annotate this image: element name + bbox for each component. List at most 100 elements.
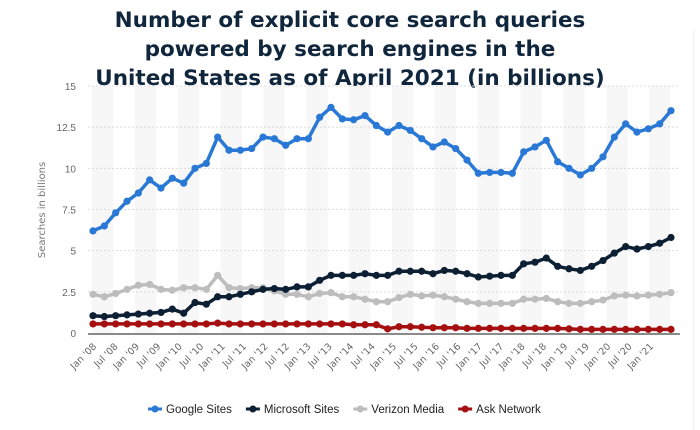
data-point <box>440 324 448 332</box>
legend-label: Google Sites <box>166 404 232 416</box>
data-point <box>542 136 550 144</box>
data-point <box>248 320 256 328</box>
data-point <box>293 290 301 298</box>
data-point <box>293 320 301 328</box>
data-point <box>100 320 108 328</box>
data-point <box>384 298 392 306</box>
data-point <box>440 138 448 146</box>
data-point <box>588 164 596 172</box>
data-point <box>350 321 358 329</box>
data-point <box>338 115 346 123</box>
x-tick-label: Jan '08 <box>68 341 99 372</box>
data-point <box>282 290 290 298</box>
data-point <box>508 271 516 279</box>
data-point <box>463 156 471 164</box>
data-point <box>89 312 97 320</box>
data-point <box>282 320 290 328</box>
data-point <box>622 242 630 251</box>
data-point <box>112 209 120 217</box>
data-point <box>429 270 437 278</box>
data-point <box>418 323 426 331</box>
data-point <box>610 249 618 257</box>
data-point <box>452 267 460 275</box>
data-point <box>622 325 630 333</box>
data-point <box>134 281 142 289</box>
data-point <box>633 245 641 253</box>
data-point <box>554 158 562 166</box>
data-point <box>542 294 550 303</box>
data-point <box>304 293 312 301</box>
data-point <box>531 295 539 303</box>
data-point <box>395 267 403 275</box>
data-point <box>225 284 233 292</box>
data-point <box>361 321 369 329</box>
data-point <box>644 125 652 133</box>
data-point <box>350 271 358 279</box>
data-point <box>202 285 210 293</box>
data-point <box>418 135 426 143</box>
data-point <box>588 298 596 306</box>
data-point <box>599 325 607 333</box>
data-point <box>270 135 278 143</box>
data-point <box>327 289 335 297</box>
data-point <box>463 324 471 332</box>
data-point <box>565 325 573 333</box>
data-point <box>395 323 403 331</box>
data-point <box>565 265 573 273</box>
data-point <box>282 141 290 149</box>
data-point <box>191 298 199 307</box>
data-point <box>361 112 369 120</box>
data-point <box>576 325 584 333</box>
y-tick-label: 0 <box>70 329 76 340</box>
data-point <box>622 291 630 299</box>
data-point <box>633 128 641 136</box>
data-point <box>667 325 675 333</box>
data-point <box>508 169 516 177</box>
data-point <box>656 239 664 247</box>
legend-marker <box>249 405 257 413</box>
data-point <box>180 320 188 328</box>
data-point <box>667 233 675 242</box>
title-line: Number of explicit core search queries <box>114 8 586 33</box>
data-point <box>100 222 108 230</box>
data-point <box>191 320 199 328</box>
legend-label: Microsoft Sites <box>264 404 340 416</box>
data-point <box>248 144 256 153</box>
data-point <box>214 293 222 301</box>
data-point <box>157 184 165 192</box>
data-point <box>168 320 176 328</box>
data-point <box>236 290 244 298</box>
data-point <box>633 325 641 333</box>
data-point <box>622 120 630 128</box>
data-point <box>554 324 562 332</box>
data-point <box>327 320 335 328</box>
data-point <box>418 267 426 275</box>
legend-marker <box>356 405 364 413</box>
title-line: powered by search engines in the <box>144 37 556 62</box>
y-tick-label: 2.5 <box>62 288 76 299</box>
data-point <box>316 276 324 284</box>
chart-title: Number of explicit core search queries p… <box>0 6 700 93</box>
data-point <box>372 321 380 329</box>
data-point <box>429 291 437 299</box>
data-point <box>157 308 165 317</box>
y-tick-label: 12.5 <box>57 123 77 134</box>
data-point <box>452 324 460 332</box>
data-point <box>338 320 346 328</box>
data-point <box>599 153 607 161</box>
data-point <box>112 312 120 320</box>
series-line-verizon-media <box>92 273 672 306</box>
data-point <box>508 299 516 307</box>
data-point <box>599 296 607 304</box>
data-point <box>338 271 346 279</box>
data-point <box>180 309 188 317</box>
data-point <box>463 270 471 278</box>
data-point <box>202 300 210 308</box>
data-point <box>486 299 494 307</box>
data-point <box>531 324 539 332</box>
data-point <box>644 291 652 299</box>
series-line-microsoft-sites <box>92 235 672 319</box>
data-point <box>202 320 210 328</box>
data-point <box>89 320 97 328</box>
